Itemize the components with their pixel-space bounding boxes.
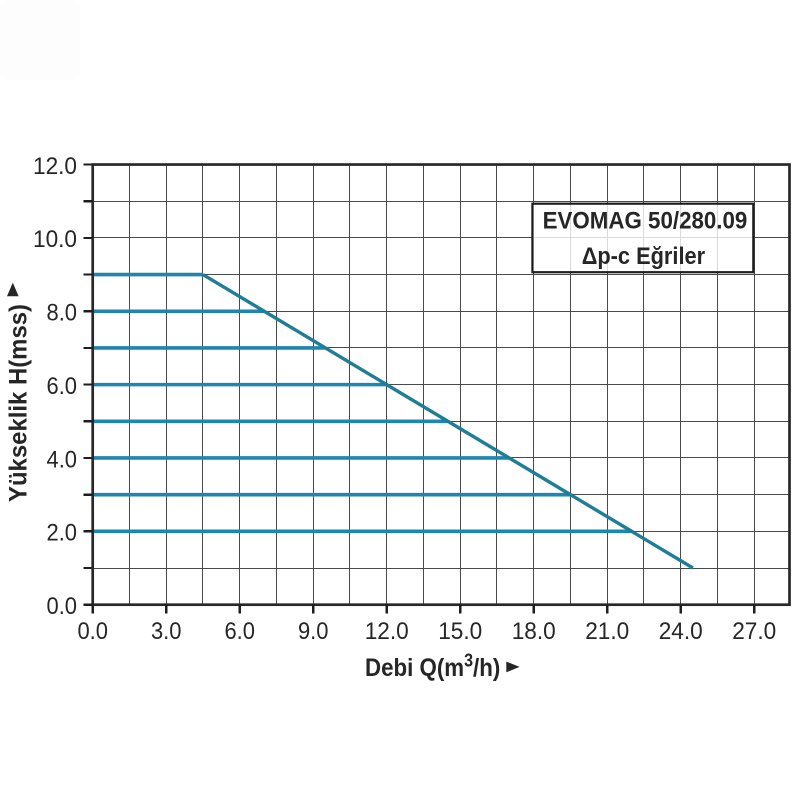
svg-text:10.0: 10.0 [33,226,77,253]
svg-text:18.0: 18.0 [512,618,556,645]
svg-text:12.0: 12.0 [365,618,409,645]
svg-text:0.0: 0.0 [47,593,78,620]
svg-text:6.0: 6.0 [224,618,255,645]
svg-text:6.0: 6.0 [47,373,78,400]
svg-text:9.0: 9.0 [298,618,329,645]
svg-text:27.0: 27.0 [732,618,776,645]
svg-text:12.0: 12.0 [33,153,77,180]
svg-text:Δp-c Eğriler: Δp-c Eğriler [582,243,705,270]
svg-text:2.0: 2.0 [47,520,78,547]
svg-text:3.0: 3.0 [151,618,182,645]
svg-text:Yükseklik H(mss): Yükseklik H(mss) [5,304,33,502]
svg-text:21.0: 21.0 [585,618,629,645]
svg-text:15.0: 15.0 [438,618,482,645]
svg-text:0.0: 0.0 [77,618,108,645]
svg-text:24.0: 24.0 [659,618,703,645]
svg-text:8.0: 8.0 [47,300,78,327]
svg-text:EVOMAG 50/280.09: EVOMAG 50/280.09 [543,208,748,235]
svg-text:4.0: 4.0 [47,446,78,473]
svg-text:Debi Q(m3/h): Debi Q(m3/h) [365,651,500,683]
